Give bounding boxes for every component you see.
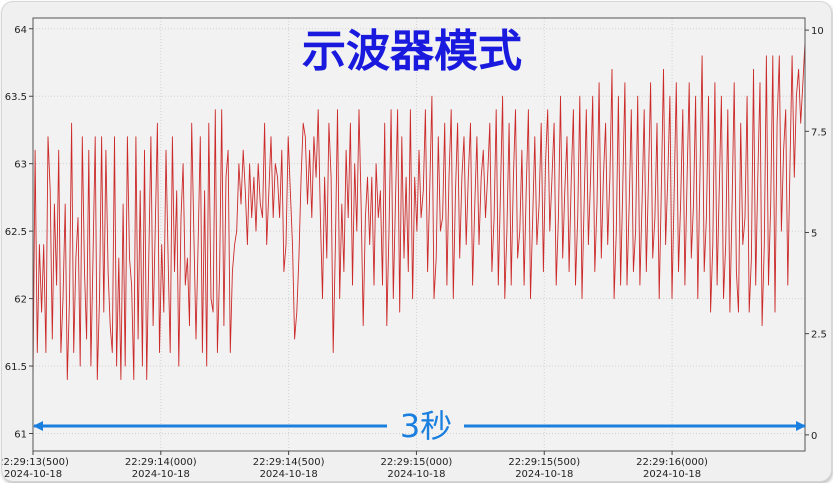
x-tick-date: 2024-10-18 (260, 469, 318, 480)
left-y-ticks: 61 61.5 62 62.5 63 63.5 64 (5, 25, 33, 440)
axes (32, 17, 806, 452)
y-tick-label: 63.5 (5, 92, 27, 103)
y2-tick-label: 0 (811, 431, 817, 442)
y2-tick-label: 7.5 (811, 127, 827, 138)
x-tick-date: 2024-10-18 (132, 469, 190, 480)
x-tick-time: 22:29:13(500) (2, 457, 69, 468)
x-tick-time: 22:29:15(500) (508, 457, 580, 468)
y2-tick-label: 10 (811, 26, 824, 37)
y-tick-label: 64 (14, 25, 27, 36)
x-tick-time: 22:29:16(000) (636, 457, 708, 468)
y2-tick-label: 2.5 (811, 330, 827, 341)
y-tick-label: 61 (14, 429, 27, 440)
x-tick-time: 22:29:14(500) (253, 457, 325, 468)
y-tick-label: 63 (14, 160, 27, 171)
chart-title: 示波器模式 (302, 26, 522, 77)
x-tick-time: 22:29:14(000) (125, 457, 197, 468)
series-line (32, 42, 806, 380)
x-tick-date: 2024-10-18 (387, 469, 445, 480)
y-tick-label: 62 (14, 295, 27, 306)
annotations: 示波器模式 3秒 (33, 26, 806, 445)
x-tick-time: 22:29:15(000) (381, 457, 453, 468)
x-ticks: 22:29:13(500)2024-10-1822:29:14(000)2024… (2, 451, 708, 480)
right-y-ticks: 0 2.5 5 7.5 10 (805, 26, 827, 442)
y-tick-label: 61.5 (5, 362, 27, 373)
y-tick-label: 62.5 (5, 227, 27, 238)
x-tick-date: 2024-10-18 (643, 469, 701, 480)
series-layer (32, 42, 806, 380)
x-tick-date: 2024-10-18 (515, 469, 573, 480)
time-span-label: 3秒 (400, 407, 452, 445)
x-tick-date: 2024-10-18 (4, 469, 62, 480)
plot-border (32, 17, 806, 452)
y2-tick-label: 5 (811, 228, 817, 239)
